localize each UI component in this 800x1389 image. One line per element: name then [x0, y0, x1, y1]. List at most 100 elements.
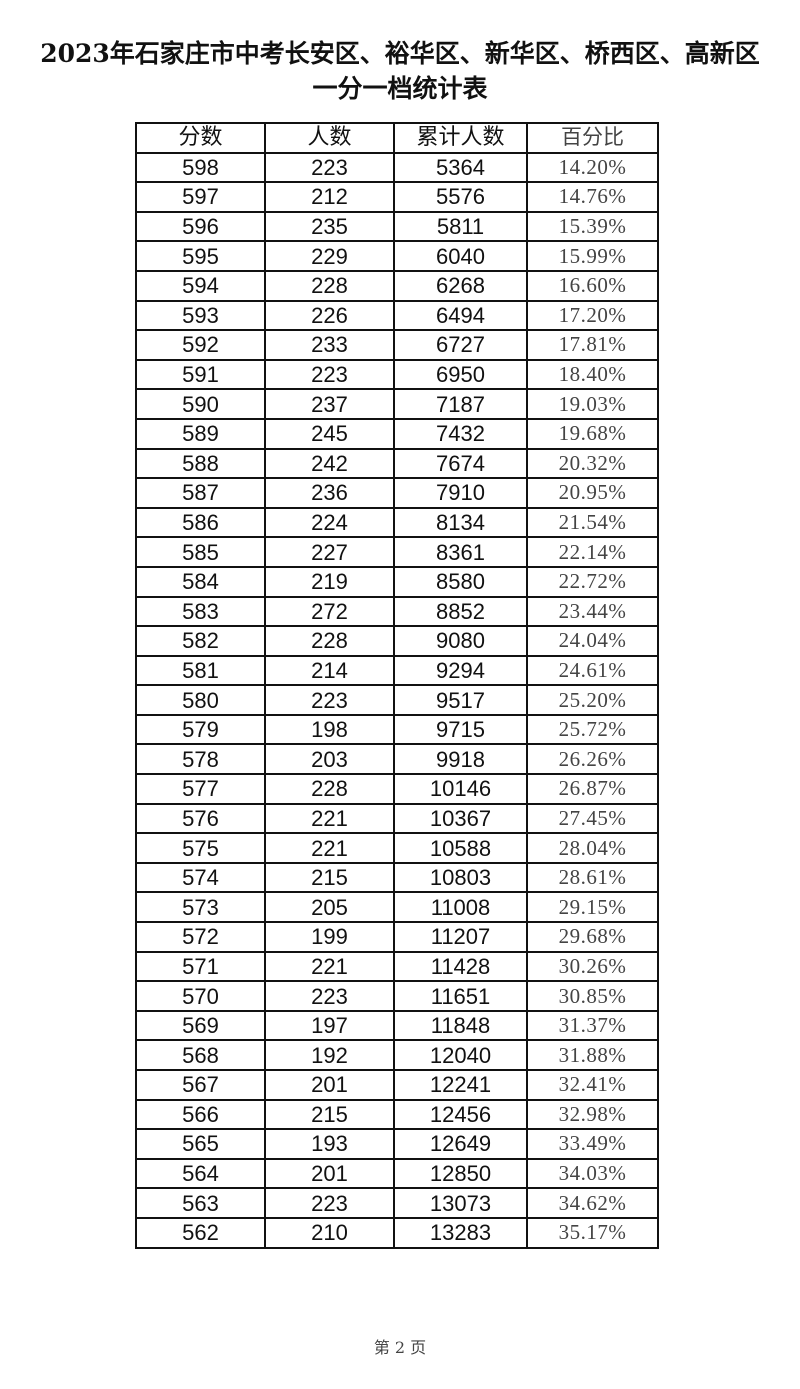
table-row: 587 236 7910 20.95% [135, 477, 659, 509]
table-row: 568 192 12040 31.88% [135, 1039, 659, 1071]
cell-cumulative: 12649 [393, 1128, 528, 1160]
table-row: 571 221 11428 30.26% [135, 950, 659, 983]
cell-cumulative: 6268 [393, 269, 528, 302]
cell-score: 588 [135, 447, 266, 480]
cell-count: 198 [264, 713, 395, 746]
cell-score: 593 [135, 299, 266, 332]
cell-percent: 15.39% [526, 210, 659, 243]
cell-score: 565 [135, 1128, 266, 1160]
cell-count: 199 [264, 921, 395, 953]
cell-count: 221 [264, 802, 395, 835]
cell-cumulative: 11428 [393, 950, 528, 983]
cell-percent: 17.81% [526, 329, 659, 361]
cell-percent: 28.61% [526, 861, 659, 894]
document-subtitle: 一分一档统计表 [312, 74, 488, 103]
cell-score: 589 [135, 417, 266, 450]
cell-score: 567 [135, 1069, 266, 1101]
cell-cumulative: 11008 [393, 891, 528, 924]
cell-score: 582 [135, 625, 266, 657]
cell-percent: 25.72% [526, 713, 659, 746]
table-row: 590 237 7187 19.03% [135, 388, 659, 420]
cell-percent: 22.72% [526, 565, 659, 598]
cell-cumulative: 9715 [393, 713, 528, 746]
cell-score: 564 [135, 1157, 266, 1190]
cell-count: 215 [264, 861, 395, 894]
cell-cumulative: 12040 [393, 1039, 528, 1071]
cell-score: 585 [135, 536, 266, 568]
table-row: 572 199 11207 29.68% [135, 921, 659, 953]
table-row: 583 272 8852 23.44% [135, 595, 659, 628]
cell-score: 569 [135, 1009, 266, 1042]
cell-score: 575 [135, 832, 266, 864]
cell-percent: 28.04% [526, 832, 659, 864]
page-number: 第 2 页 [373, 1338, 427, 1357]
cell-cumulative: 8134 [393, 506, 528, 539]
table-row: 588 242 7674 20.32% [135, 447, 659, 480]
cell-count: 221 [264, 832, 395, 864]
table-row: 567 201 12241 32.41% [135, 1069, 659, 1101]
cell-percent: 17.20% [526, 299, 659, 332]
cell-score: 595 [135, 240, 266, 272]
document-title: 2023年石家庄市中考长安区、裕华区、新华区、桥西区、高新区 [40, 39, 760, 68]
cell-percent: 14.20% [526, 151, 659, 184]
cell-cumulative: 11207 [393, 921, 528, 953]
cell-percent: 15.99% [526, 240, 659, 272]
cell-count: 203 [264, 743, 395, 776]
cell-score: 598 [135, 151, 266, 184]
cell-score: 572 [135, 921, 266, 953]
cell-cumulative: 6950 [393, 358, 528, 391]
cell-count: 228 [264, 269, 395, 302]
cell-count: 227 [264, 536, 395, 568]
header-cumulative: 累计人数 [393, 122, 528, 154]
table-row: 566 215 12456 32.98% [135, 1098, 659, 1131]
cell-percent: 34.62% [526, 1187, 659, 1219]
header-score: 分数 [135, 122, 266, 154]
cell-score: 592 [135, 329, 266, 361]
cell-count: 215 [264, 1098, 395, 1131]
cell-score: 597 [135, 181, 266, 213]
cell-score: 581 [135, 654, 266, 687]
cell-count: 223 [264, 1187, 395, 1219]
cell-cumulative: 10367 [393, 802, 528, 835]
cell-count: 223 [264, 684, 395, 716]
cell-count: 235 [264, 210, 395, 243]
cell-percent: 20.32% [526, 447, 659, 480]
table-row: 575 221 10588 28.04% [135, 832, 659, 864]
cell-cumulative: 5576 [393, 181, 528, 213]
cell-cumulative: 10588 [393, 832, 528, 864]
cell-count: 237 [264, 388, 395, 420]
cell-cumulative: 11651 [393, 980, 528, 1012]
cell-cumulative: 12850 [393, 1157, 528, 1190]
table-row: 580 223 9517 25.20% [135, 684, 659, 716]
header-percent: 百分比 [526, 122, 659, 154]
table-row: 592 233 6727 17.81% [135, 329, 659, 361]
table-row: 576 221 10367 27.45% [135, 802, 659, 835]
table-row: 579 198 9715 25.72% [135, 713, 659, 746]
cell-cumulative: 9294 [393, 654, 528, 687]
table-row: 565 193 12649 33.49% [135, 1128, 659, 1160]
cell-score: 568 [135, 1039, 266, 1071]
cell-count: 223 [264, 151, 395, 184]
table-row: 582 228 9080 24.04% [135, 625, 659, 657]
table-row: 584 219 8580 22.72% [135, 565, 659, 598]
cell-percent: 30.85% [526, 980, 659, 1012]
cell-score: 566 [135, 1098, 266, 1131]
cell-percent: 20.95% [526, 477, 659, 509]
header-count: 人数 [264, 122, 395, 154]
score-distribution-table: 分数 人数 累计人数 百分比 598 223 5364 14.20% 597 212 557… [135, 122, 659, 1249]
table-row: 597 212 5576 14.76% [135, 181, 659, 213]
cell-score: 587 [135, 477, 266, 509]
cell-score: 579 [135, 713, 266, 746]
cell-percent: 29.68% [526, 921, 659, 953]
cell-percent: 16.60% [526, 269, 659, 302]
cell-count: 223 [264, 358, 395, 391]
cell-cumulative: 13283 [393, 1216, 528, 1249]
cell-percent: 32.41% [526, 1069, 659, 1101]
cell-percent: 29.15% [526, 891, 659, 924]
cell-percent: 27.45% [526, 802, 659, 835]
cell-score: 573 [135, 891, 266, 924]
cell-percent: 19.03% [526, 388, 659, 420]
cell-cumulative: 10146 [393, 773, 528, 805]
cell-score: 583 [135, 595, 266, 628]
cell-score: 577 [135, 773, 266, 805]
